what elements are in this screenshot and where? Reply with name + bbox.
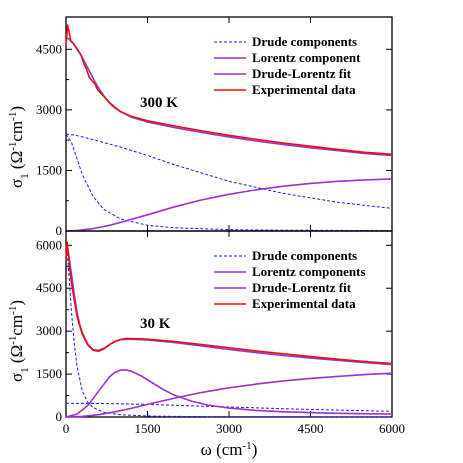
panel-30k: 0 1500 3000 4500 6000 Drude componentsLorent… — [7, 230, 393, 424]
y-tick-label: 0 — [56, 409, 63, 424]
y-axis-label-sup-b: -1 — [7, 112, 19, 121]
x-tick-label: 3000 — [216, 421, 242, 436]
y-axis-label-unit-a: (Ω — [7, 345, 26, 368]
x-tick-label: 0 — [63, 421, 70, 436]
y-axis-label-unit-c: ) — [7, 300, 26, 306]
series-line-0 — [65, 248, 393, 418]
y-ticks: 0 1500 3000 4500 — [36, 17, 393, 238]
y-tick-label: 0 — [56, 223, 63, 238]
x-tick-label: 1500 — [135, 421, 161, 436]
legend-label: Drude-Lorentz fit — [252, 66, 352, 81]
y-axis-label-unit-c: ) — [7, 106, 26, 112]
x-axis-label-sup: -1 — [243, 440, 252, 452]
series-line-3 — [65, 372, 393, 418]
series-line-5 — [65, 241, 393, 365]
x-axis-label-end: ) — [252, 440, 258, 459]
y-axis-label-unit-a: (Ω — [7, 151, 26, 174]
legend-label: Drude-Lorentz fit — [252, 280, 352, 295]
x-ticks: 0 1500 3000 4500 6000 — [63, 421, 405, 436]
x-axis-label-main: ω (cm — [201, 440, 243, 459]
y-axis-label-unit-b: cm — [7, 121, 26, 142]
series-line-0 — [65, 133, 393, 209]
y-axis-label-symbol: σ — [7, 179, 26, 188]
legend-label: Lorentz component — [252, 50, 361, 65]
legend-label: Lorentz components — [252, 264, 366, 279]
y-axis-label-subscript: 1 — [19, 173, 31, 179]
series-layer — [65, 241, 393, 418]
temperature-label: 300 K — [140, 95, 178, 111]
y-axis-label: σ1 (Ω-1cm-1) — [7, 106, 31, 188]
y-tick-label: 3000 — [36, 102, 62, 117]
y-tick-label: 3000 — [36, 323, 62, 338]
y-tick-label: 4500 — [36, 280, 62, 295]
x-axis-label: ω (cm-1) — [201, 440, 258, 459]
y-axis-label-sup-b: -1 — [7, 306, 19, 315]
legend-label: Drude components — [252, 34, 357, 49]
y-axis-label-sup-a: -1 — [7, 336, 19, 345]
legend-label: Experimental data — [252, 296, 356, 311]
y-axis-label: σ1 (Ω-1cm-1) — [7, 300, 31, 382]
y-tick-label: 1500 — [36, 162, 62, 177]
y-axis-label-symbol: σ — [7, 373, 26, 382]
y-tick-label: 6000 — [36, 237, 62, 252]
series-layer — [65, 24, 393, 232]
series-line-1 — [65, 133, 393, 232]
y-tick-label: 1500 — [36, 366, 62, 381]
series-line-4 — [65, 24, 393, 156]
series-line-1 — [65, 402, 393, 412]
temperature-label: 30 K — [140, 316, 171, 332]
y-axis-label-unit-b: cm — [7, 315, 26, 336]
series-line-2 — [65, 369, 393, 418]
y-axis-label-sup-a: -1 — [7, 142, 19, 151]
y-tick-label: 4500 — [36, 41, 62, 56]
x-tick-label: 6000 — [379, 421, 405, 436]
x-tick-label: 4500 — [298, 421, 324, 436]
series-line-2 — [65, 178, 393, 232]
legend-label: Drude components — [252, 248, 357, 263]
y-axis-label-subscript: 1 — [19, 367, 31, 373]
legend-label: Experimental data — [252, 82, 356, 97]
